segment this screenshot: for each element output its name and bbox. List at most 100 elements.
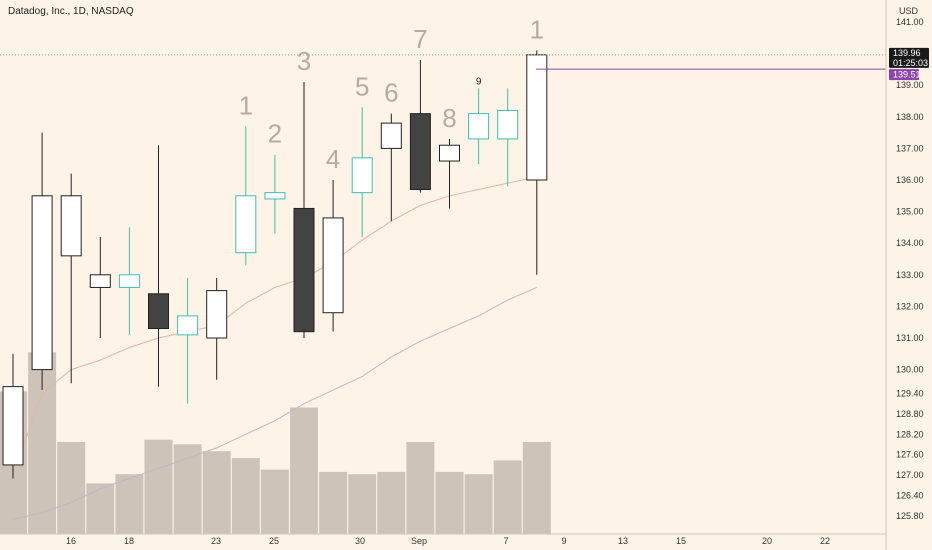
candle[interactable] xyxy=(31,132,53,391)
candle[interactable] xyxy=(380,113,402,222)
candle[interactable] xyxy=(177,277,199,404)
sequence-count-label: 3 xyxy=(297,46,311,76)
moving-average-slow xyxy=(12,286,537,520)
candle-body xyxy=(264,192,286,200)
y-tick-label: 129.40 xyxy=(896,388,924,398)
y-tick-label: 133.00 xyxy=(896,270,924,280)
candle-body xyxy=(497,109,519,140)
candle-body xyxy=(409,113,431,190)
volume-bar xyxy=(86,483,115,534)
candle-body xyxy=(118,274,140,288)
sequence-count-label: 6 xyxy=(384,78,398,108)
candle-body xyxy=(235,195,257,254)
x-tick-label: Sep xyxy=(411,536,427,546)
candle[interactable] xyxy=(264,154,286,234)
volume-bar xyxy=(290,407,318,534)
volume-bar xyxy=(57,442,86,534)
candlestick-layer xyxy=(2,50,548,479)
candle[interactable] xyxy=(235,126,257,266)
candle[interactable] xyxy=(89,236,111,338)
candle-body xyxy=(526,54,548,181)
time-axis[interactable]: 16 18 23 25 30 Sep 7 9 13 15 20 22 xyxy=(66,536,830,546)
volume-bar xyxy=(115,474,144,534)
x-tick-label: 16 xyxy=(66,536,76,546)
candle-body xyxy=(60,195,82,257)
candle[interactable] xyxy=(468,88,490,165)
candle-body xyxy=(2,386,24,466)
volume-bar xyxy=(260,469,289,534)
y-tick-label: 127.00 xyxy=(896,470,924,480)
y-tick-label: 131.00 xyxy=(896,333,924,343)
candle-body xyxy=(293,207,315,333)
x-tick-label: 13 xyxy=(618,536,628,546)
candle-body xyxy=(439,144,460,162)
bar-countdown: 01:25:03 xyxy=(893,58,928,68)
candle[interactable] xyxy=(118,227,140,335)
y-tick-label: 141.00 xyxy=(896,17,924,27)
horizontal-line-badge: 139.51 xyxy=(889,69,921,81)
current-price-value: 139.96 xyxy=(893,48,921,58)
y-tick-label: 125.80 xyxy=(896,511,924,521)
candle-body xyxy=(380,122,402,149)
volume-bar xyxy=(493,460,522,534)
currency-label: USD xyxy=(899,6,919,16)
candle-body xyxy=(206,290,228,339)
volume-bar xyxy=(464,474,493,534)
y-tick-label: 132.00 xyxy=(896,301,924,311)
candle-body xyxy=(177,315,199,336)
volume-bar xyxy=(406,442,435,534)
x-tick-label: 20 xyxy=(762,536,772,546)
candle-body xyxy=(89,274,111,288)
candle-body xyxy=(148,293,169,330)
x-tick-label: 7 xyxy=(503,536,508,546)
sequence-count-label: 4 xyxy=(326,144,340,174)
y-tick-label: 136.00 xyxy=(896,175,924,185)
candle-body xyxy=(468,113,490,140)
sequence-count-label: 7 xyxy=(413,24,427,54)
candle[interactable] xyxy=(526,50,548,275)
x-tick-label: 9 xyxy=(561,536,566,546)
x-tick-label: 23 xyxy=(211,536,221,546)
candle-body xyxy=(351,157,373,194)
y-tick-label: 134.00 xyxy=(896,238,924,248)
sequence-count-label: 2 xyxy=(268,119,282,149)
candle[interactable] xyxy=(2,353,24,479)
candle[interactable] xyxy=(497,88,519,187)
candle[interactable] xyxy=(148,145,169,387)
price-axis[interactable]: 141.00140.00139.00138.00137.00136.00135.… xyxy=(896,17,924,521)
x-tick-label: 30 xyxy=(355,536,365,546)
candle[interactable] xyxy=(409,59,431,193)
y-tick-label: 128.80 xyxy=(896,409,924,419)
volume-bar xyxy=(202,451,231,534)
horizontal-line-price: 139.51 xyxy=(893,70,921,80)
sequence-count-label: 1 xyxy=(530,14,544,44)
candle[interactable] xyxy=(439,138,460,209)
volume-bar xyxy=(348,474,377,534)
candle-body xyxy=(322,217,344,314)
volume-bar xyxy=(231,458,260,534)
volume-bar xyxy=(144,439,173,534)
candle[interactable] xyxy=(293,82,315,338)
candle[interactable] xyxy=(60,173,82,384)
candle-body xyxy=(31,195,53,371)
sequence-count-label: 5 xyxy=(355,71,369,101)
y-tick-label: 130.00 xyxy=(896,365,924,375)
volume-bar xyxy=(173,444,202,534)
candle[interactable] xyxy=(322,180,344,332)
sequence-count-label: 8 xyxy=(442,103,456,133)
y-tick-label: 137.00 xyxy=(896,143,924,153)
current-price-badge-bg xyxy=(889,47,929,68)
y-tick-label: 139.00 xyxy=(896,80,924,90)
candle[interactable] xyxy=(351,107,373,237)
sequence-count-label: 1 xyxy=(239,90,253,120)
x-tick-label: 18 xyxy=(124,536,134,546)
y-tick-label: 135.00 xyxy=(896,207,924,217)
horizontal-line-badge-bg xyxy=(889,69,919,81)
chart-title: Datadog, Inc., 1D, NASDAQ xyxy=(8,6,134,17)
current-price-badge: 139.96 01:25:03 xyxy=(889,47,929,68)
x-tick-label: 15 xyxy=(676,536,686,546)
candle[interactable] xyxy=(206,277,228,380)
volume-bar xyxy=(377,471,406,534)
